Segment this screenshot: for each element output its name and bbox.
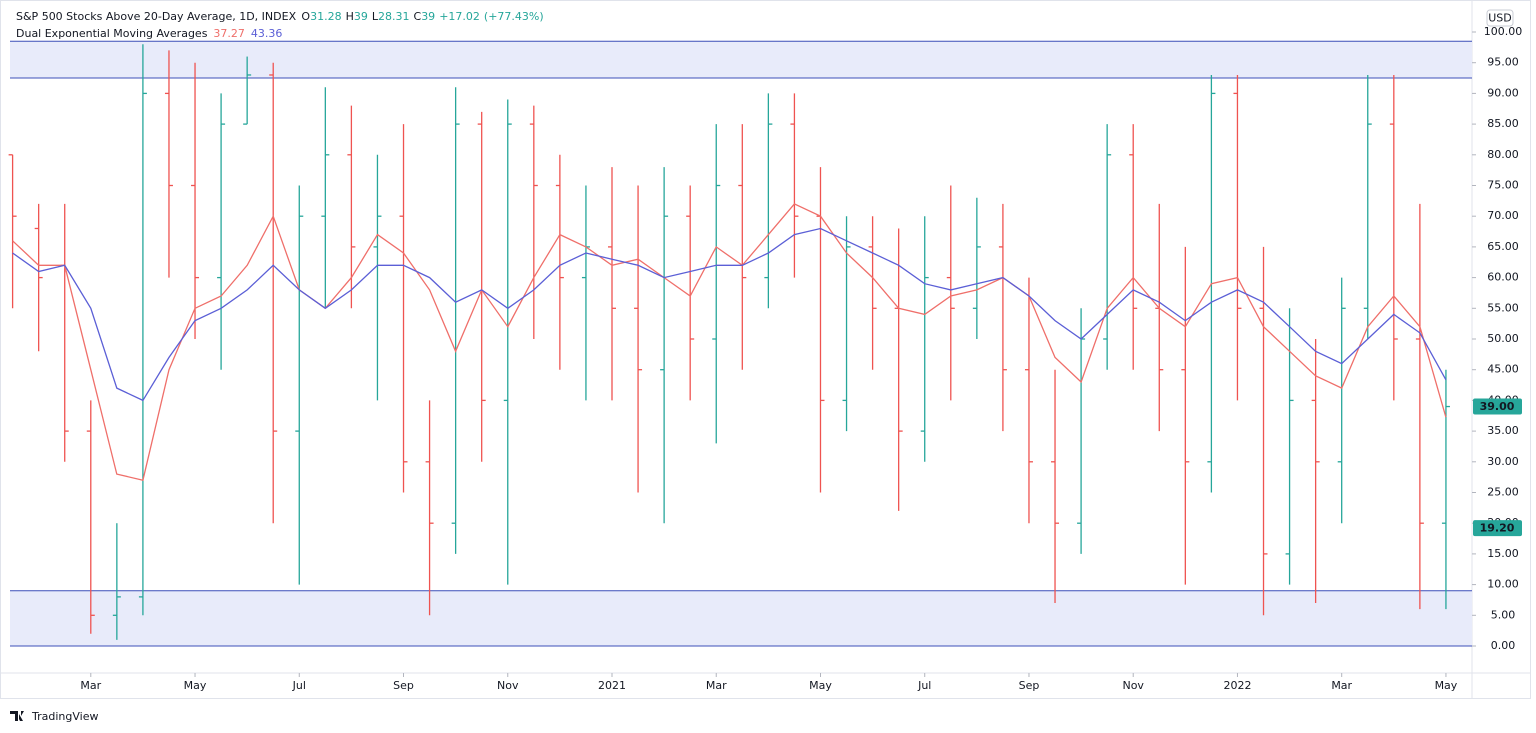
x-tick-label: Jul (917, 679, 931, 692)
band (10, 590, 1472, 646)
x-tick-label: Mar (706, 679, 727, 692)
open-key: O (301, 10, 310, 23)
legend: S&P 500 Stocks Above 20-Day Average, 1D,… (16, 10, 544, 40)
x-tick-label: Nov (497, 679, 519, 692)
y-tick-label: 0.00 (1491, 639, 1516, 652)
fast-value: 37.27 (213, 27, 245, 40)
y-tick-label: 95.00 (1487, 56, 1519, 69)
y-tick-label: 65.00 (1487, 240, 1519, 253)
plot: 0.005.0010.0015.0020.0025.0030.0035.0040… (8, 25, 1523, 692)
y-tick-label: 5.00 (1491, 608, 1516, 621)
y-tick-label: 100.00 (1484, 25, 1523, 38)
close-value: 39 (421, 10, 435, 23)
x-tick-label: 2022 (1223, 679, 1251, 692)
x-tick-label: Sep (393, 679, 414, 692)
open-value: 31.28 (310, 10, 342, 23)
price-label: 39.00 (1480, 400, 1515, 413)
brand-logo (10, 711, 24, 721)
x-tick-label: Nov (1122, 679, 1144, 692)
x-tick-label: May (184, 679, 207, 692)
y-tick-label: 75.00 (1487, 179, 1519, 192)
band (10, 41, 1472, 79)
price-label-box (1473, 520, 1522, 537)
y-tick-label: 15.00 (1487, 547, 1519, 560)
currency-box[interactable] (1486, 9, 1514, 27)
frame (0, 0, 1531, 699)
y-tick-label: 35.00 (1487, 424, 1519, 437)
change-pct: (+77.43%) (484, 10, 544, 23)
x-tick-label: May (1435, 679, 1458, 692)
y-tick-label: 30.00 (1487, 455, 1519, 468)
x-tick-label: May (809, 679, 832, 692)
y-tick-label: 80.00 (1487, 148, 1519, 161)
brand: TradingView (31, 710, 98, 723)
ema-line (12, 227, 1447, 402)
change: +17.02 (439, 10, 480, 23)
low-key: L (372, 10, 379, 23)
x-tick-label: Mar (80, 679, 101, 692)
high-key: H (346, 10, 354, 23)
indicator-name: Dual Exponential Moving Averages (16, 27, 208, 40)
currency: USD (1488, 12, 1512, 25)
x-tick-label: 2021 (598, 679, 626, 692)
y-tick-label: 70.00 (1487, 209, 1519, 222)
close-key: C (414, 10, 422, 23)
x-tick-label: Mar (1331, 679, 1352, 692)
low-value: 28.31 (378, 10, 410, 23)
price-label-box (1473, 398, 1522, 415)
y-tick-label: 55.00 (1487, 301, 1519, 314)
y-tick-label: 25.00 (1487, 486, 1519, 499)
title: S&P 500 Stocks Above 20-Day Average, 1D,… (16, 10, 297, 23)
y-tick-label: 85.00 (1487, 117, 1519, 130)
slow-value: 43.36 (251, 27, 283, 40)
chart-title: S&P 500 Stocks Above 20-Day Average, 1D,… (16, 10, 544, 23)
price-label: 19.20 (1480, 522, 1515, 535)
y-tick-label: 90.00 (1487, 86, 1519, 99)
x-tick-label: Sep (1019, 679, 1040, 692)
y-tick-label: 45.00 (1487, 363, 1519, 376)
y-tick-label: 50.00 (1487, 332, 1519, 345)
ema-line (12, 203, 1447, 481)
high-value: 39 (354, 10, 368, 23)
indicator-legend: Dual Exponential Moving Averages 37.27 43.… (16, 27, 282, 40)
x-tick-label: Jul (292, 679, 306, 692)
y-tick-label: 10.00 (1487, 578, 1519, 591)
y-tick-label: 60.00 (1487, 271, 1519, 284)
